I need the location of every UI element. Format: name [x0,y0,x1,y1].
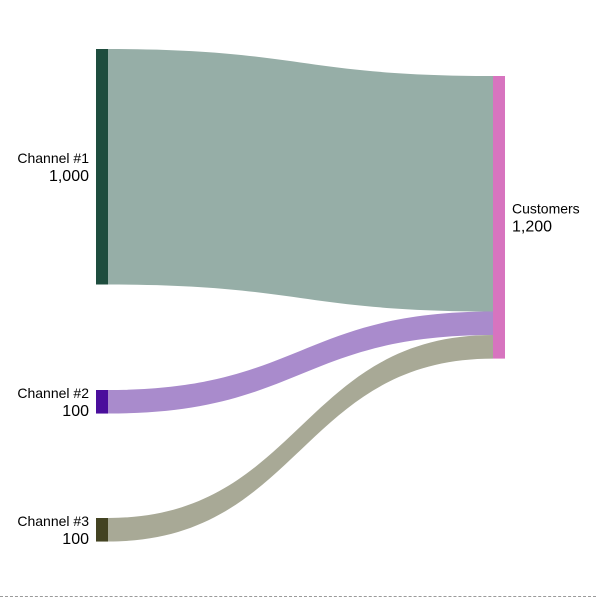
node-label-ch2: Channel #2 [17,385,89,401]
links-layer [108,49,493,542]
nodes-layer [96,49,505,542]
node-ch1[interactable] [96,49,108,285]
labels-layer: Channel #1 1,000 Channel #2 100 Channel #3 10… [17,150,579,548]
node-value-ch2: 100 [62,403,89,420]
node-value-ch3: 100 [62,531,89,548]
link-ch2-to-cust[interactable] [108,311,493,414]
node-cust[interactable] [493,76,505,359]
link-ch1-to-cust[interactable] [108,49,493,312]
node-label-ch3: Channel #3 [17,513,89,529]
node-value-ch1: 1,000 [49,168,89,185]
node-ch3[interactable] [96,518,108,542]
node-ch2[interactable] [96,390,108,414]
node-value-cust: 1,200 [512,218,552,235]
node-label-ch1: Channel #1 [17,150,89,166]
bottom-border [0,596,596,597]
node-label-cust: Customers [512,200,580,216]
link-ch3-to-cust[interactable] [108,335,493,542]
